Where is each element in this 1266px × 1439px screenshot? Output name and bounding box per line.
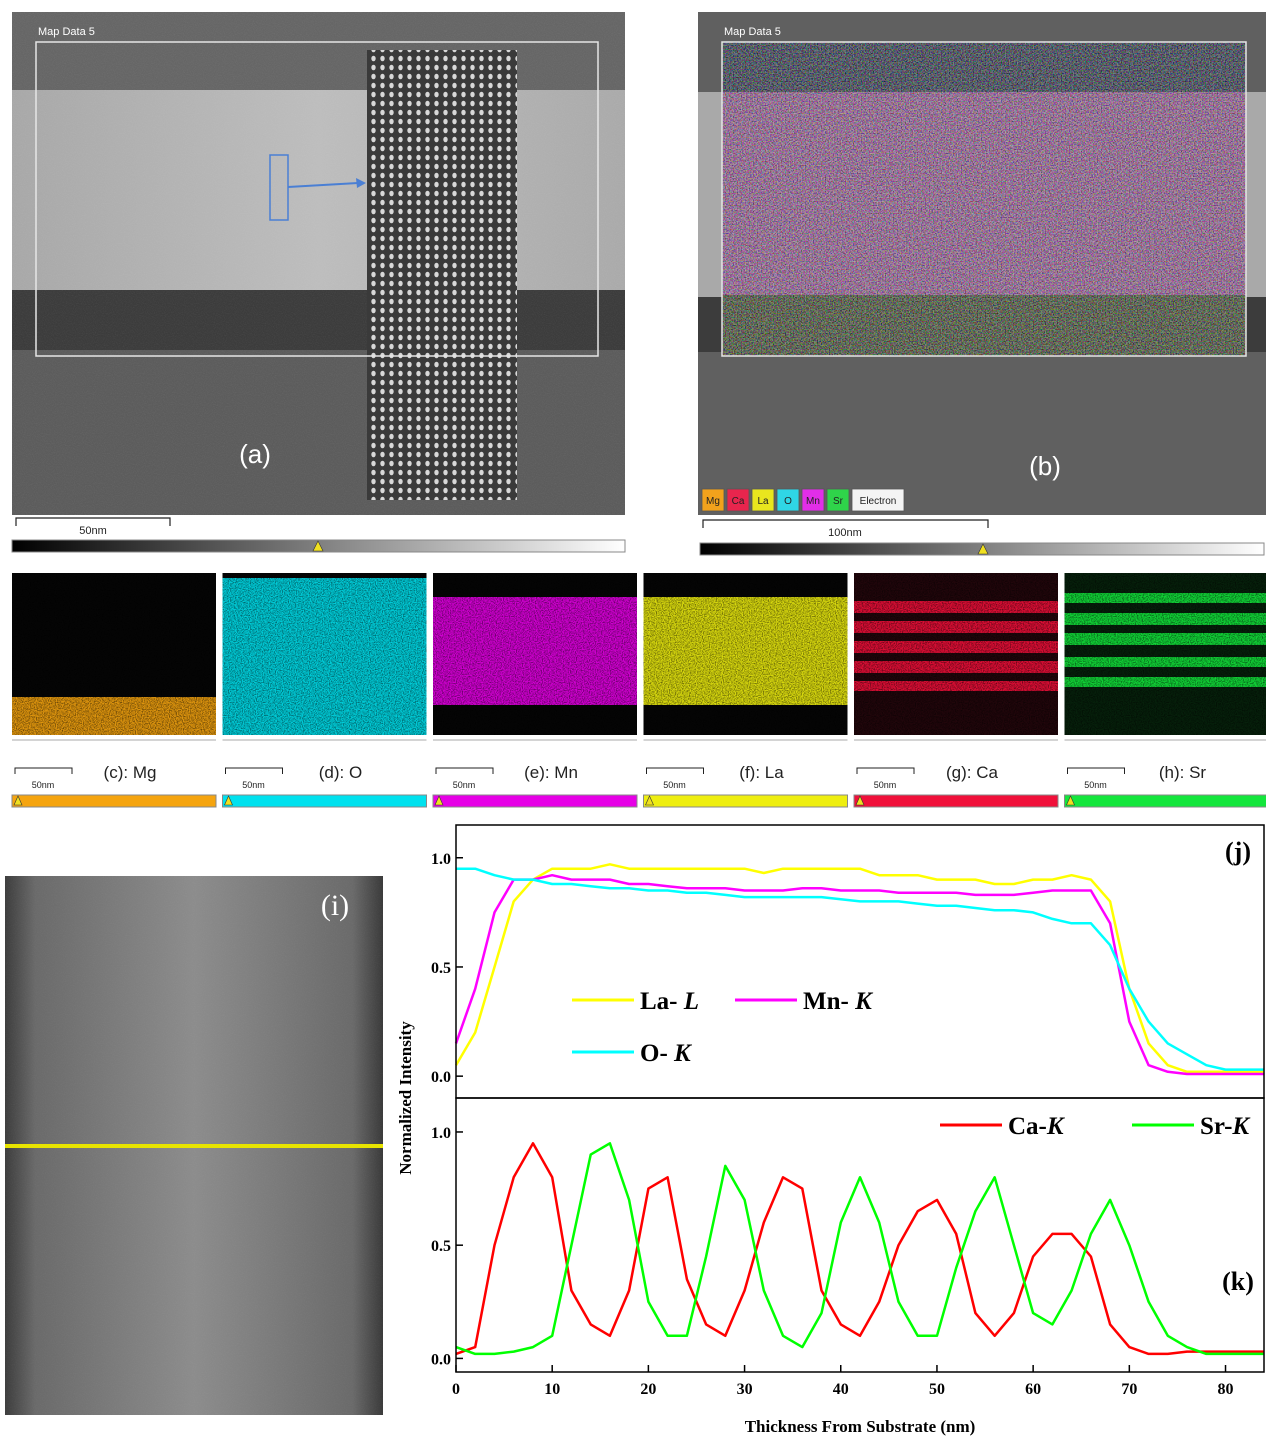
- legend-label: Sr: [833, 496, 844, 507]
- panel-label: (j): [1225, 837, 1251, 866]
- element-legend: Mg Ca La O Mn Sr Electron: [702, 489, 904, 511]
- scale-label: 50nm: [453, 780, 476, 790]
- legend-label: Ca: [732, 496, 745, 507]
- legend-label: Electron: [860, 496, 897, 507]
- scale-bar: [857, 768, 914, 774]
- scale-label: 100nm: [828, 527, 862, 539]
- map-noise: [1065, 573, 1266, 735]
- plot-frame: [456, 825, 1264, 1098]
- map-noise: [854, 573, 1058, 735]
- map-noise: [433, 573, 637, 735]
- legend-label: Sr-K: [1200, 1113, 1251, 1140]
- map-label: (c): Mg: [104, 763, 157, 782]
- line-profiles: 0.0 0.5 1.0 La- L Mn- K O- K (j) Normalized Int…: [396, 825, 1264, 1436]
- panel-a: Map Data 5 (a) 50nm: [12, 12, 625, 552]
- data-line: [456, 1143, 1264, 1354]
- map-label: (h): Sr: [1159, 763, 1207, 782]
- map-noise: [644, 573, 848, 735]
- y-tick-label: 0.5: [431, 960, 451, 977]
- panel-b: Map Data 5 (b) Mg Ca La O Mn Sr Electron 100nm: [698, 12, 1266, 555]
- y-axis-title: Normalized Intensity: [396, 1021, 415, 1175]
- x-tick-label: 60: [1025, 1381, 1041, 1398]
- color-bar: [1065, 795, 1266, 807]
- color-bar: [644, 795, 848, 807]
- x-tick-label: 40: [833, 1381, 849, 1398]
- x-tick-label: 30: [737, 1381, 753, 1398]
- panel-label: (i): [321, 889, 349, 922]
- panel-label: (a): [239, 439, 271, 469]
- map-label: (g): Ca: [946, 763, 999, 782]
- legend-label: Mn: [806, 496, 820, 507]
- panel-label: (k): [1222, 1267, 1254, 1296]
- x-tick-label: 70: [1121, 1381, 1137, 1398]
- x-tick-label: 0: [452, 1381, 460, 1398]
- scale-label: 50nm: [242, 780, 265, 790]
- image-noise: [12, 12, 625, 515]
- x-axis-title: Thickness From Substrate (nm): [745, 1417, 976, 1436]
- scale-bar: [226, 768, 283, 774]
- scale-label: 50nm: [79, 525, 107, 537]
- legend-label: Mg: [706, 496, 720, 507]
- scale-bar: [1068, 768, 1125, 774]
- y-tick-label: 0.0: [431, 1069, 451, 1086]
- lattice-image: [367, 50, 517, 500]
- scale-bar: [647, 768, 704, 774]
- scale-label: 50nm: [663, 780, 686, 790]
- y-tick-label: 1.0: [431, 1125, 451, 1142]
- figure: Map Data 5 (a) 50nm Map Data 5 (b) Mg Ca L…: [0, 0, 1266, 1439]
- body: Map Data 5 (a) 50nm Map Data 5 (b) Mg Ca L…: [0, 0, 1266, 1439]
- legend-label: La- L: [640, 988, 699, 1015]
- data-line: [456, 1143, 1264, 1354]
- panel-i: (i): [5, 876, 383, 1415]
- legend-label: O: [784, 496, 792, 507]
- map-label: (e): Mn: [524, 763, 578, 782]
- scale-label: 50nm: [1084, 780, 1107, 790]
- x-tick-label: 20: [640, 1381, 656, 1398]
- color-bar: [854, 795, 1058, 807]
- color-bar: [433, 795, 637, 807]
- map-noise: [722, 42, 1246, 356]
- scale-bar: [15, 768, 72, 774]
- x-tick-label: 80: [1218, 1381, 1234, 1398]
- map-header: Map Data 5: [724, 26, 781, 38]
- map-label: (f): La: [739, 763, 784, 782]
- y-tick-label: 1.0: [431, 851, 451, 868]
- y-tick-label: 0.0: [431, 1351, 451, 1368]
- page: STEM-EDS figure {"panels": { "a": {"head…: [0, 0, 1266, 1439]
- color-bar: [223, 795, 427, 807]
- legend-label: Mn- K: [803, 988, 874, 1015]
- plot-frame: [456, 1098, 1264, 1372]
- scale-label: 50nm: [874, 780, 897, 790]
- element-maps: 50nm (c): Mg 50nm (d): O 50nm (e): Mn 50nm (f):…: [12, 573, 1266, 807]
- map-noise: [223, 573, 427, 735]
- legend-label: Ca-K: [1008, 1113, 1066, 1140]
- legend-label: O- K: [640, 1040, 693, 1067]
- map-noise: [12, 573, 216, 735]
- x-tick-label: 10: [544, 1381, 560, 1398]
- scale-bar: [436, 768, 493, 774]
- data-line: [456, 864, 1264, 1072]
- map-header: Map Data 5: [38, 26, 95, 38]
- map-label: (d): O: [319, 763, 362, 782]
- data-line: [456, 869, 1264, 1070]
- legend-label: La: [757, 496, 769, 507]
- color-bar: [12, 795, 216, 807]
- y-tick-label: 0.5: [431, 1238, 451, 1255]
- data-line: [456, 875, 1264, 1074]
- x-tick-label: 50: [929, 1381, 945, 1398]
- panel-label: (b): [1029, 451, 1061, 481]
- scale-label: 50nm: [32, 780, 55, 790]
